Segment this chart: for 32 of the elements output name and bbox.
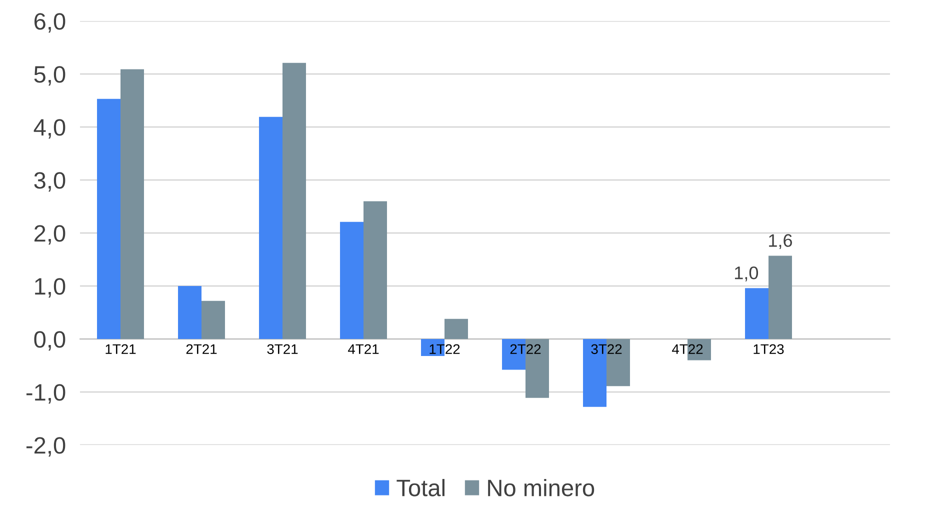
legend-label: Total bbox=[396, 478, 444, 496]
bar bbox=[259, 116, 282, 339]
legend-label: No minero bbox=[488, 478, 594, 496]
bar bbox=[178, 286, 202, 339]
bar bbox=[340, 222, 364, 339]
data-label: 1,6 bbox=[769, 234, 792, 250]
y-tick-label: 3,0 bbox=[34, 172, 66, 192]
x-tick-label: 4T21 bbox=[348, 344, 379, 354]
x-tick-label: 3T22 bbox=[591, 344, 622, 354]
x-tick-label: 1T23 bbox=[754, 344, 784, 354]
y-tick-label: -2,0 bbox=[26, 437, 66, 457]
y-tick-label: 4,0 bbox=[34, 119, 66, 139]
bar bbox=[364, 201, 387, 339]
bar bbox=[120, 69, 144, 339]
y-tick-label: 0,0 bbox=[34, 331, 66, 351]
bar bbox=[282, 62, 306, 339]
data-label: 1,0 bbox=[735, 266, 758, 282]
x-tick-label: 1T21 bbox=[106, 344, 136, 354]
x-tick-label: 3T21 bbox=[267, 344, 298, 354]
y-tick-label: 5,0 bbox=[34, 66, 66, 86]
y-tick-label: 6,0 bbox=[34, 13, 66, 33]
y-tick-label: 2,0 bbox=[34, 225, 66, 245]
bar bbox=[97, 98, 120, 339]
bar bbox=[202, 300, 225, 339]
bar bbox=[745, 288, 768, 339]
x-tick-label: 2T22 bbox=[510, 344, 541, 354]
bar bbox=[768, 256, 792, 339]
y-tick-label: -1,0 bbox=[26, 384, 66, 404]
bar bbox=[444, 318, 468, 339]
x-tick-label: 2T21 bbox=[186, 344, 217, 354]
x-tick-label: 4T22 bbox=[672, 344, 703, 354]
y-tick-label: 1,0 bbox=[35, 278, 66, 298]
